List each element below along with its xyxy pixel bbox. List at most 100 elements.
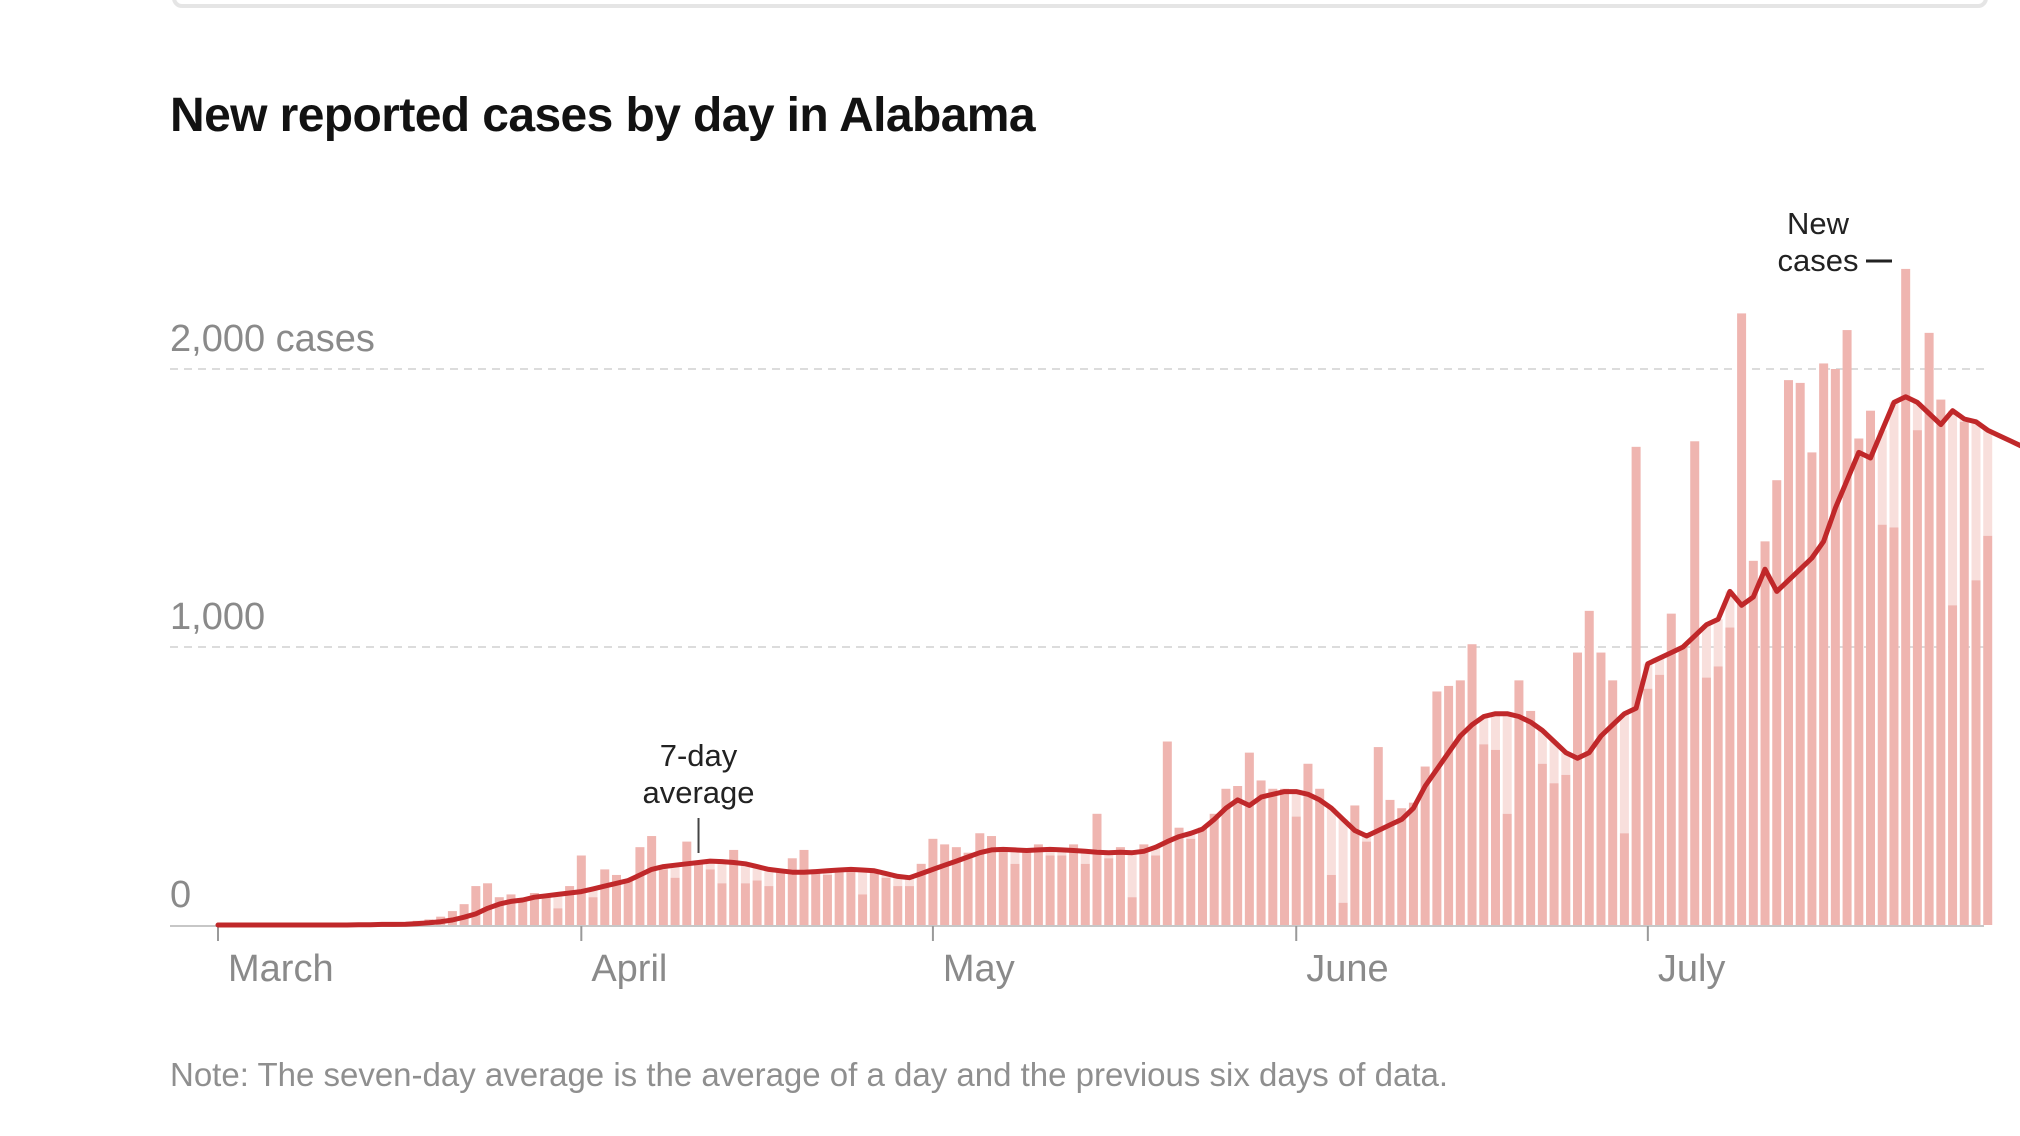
case-bar	[1701, 677, 1711, 925]
case-bar	[1655, 674, 1665, 925]
avg-fill-bar	[1537, 730, 1547, 764]
avg-fill-bar	[893, 876, 903, 887]
case-bar	[916, 863, 926, 925]
case-bar	[1912, 430, 1922, 925]
x-axis	[170, 925, 1984, 941]
avg-fill-bar	[1326, 808, 1336, 875]
case-bar	[1233, 786, 1243, 925]
case-bar	[1643, 688, 1653, 925]
case-bar	[1561, 774, 1571, 925]
case-bar	[1420, 766, 1430, 925]
top-panel-edge	[172, 0, 1988, 8]
case-bar	[1010, 863, 1020, 925]
avg-fill-bar	[752, 866, 762, 881]
case-bar	[1608, 680, 1618, 925]
case-bar	[1795, 382, 1805, 925]
case-bar	[987, 836, 997, 925]
avg-fill-bar	[1912, 402, 1922, 431]
case-bar	[1713, 666, 1723, 925]
case-bar	[1889, 527, 1899, 925]
case-bar	[1139, 844, 1149, 925]
case-bar	[1514, 680, 1524, 925]
avg-fill-bar	[1725, 591, 1735, 628]
case-bar	[1303, 763, 1313, 925]
case-bar	[1748, 560, 1758, 925]
avg-fill-bar	[1643, 663, 1653, 689]
case-bar	[1666, 613, 1676, 925]
x-tick-label: July	[1658, 948, 1726, 990]
case-bar	[1619, 833, 1629, 925]
avg-fill-bar	[1186, 833, 1196, 839]
case-bar	[682, 841, 692, 925]
case-bar	[1936, 399, 1946, 926]
case-bar	[565, 886, 575, 925]
avg-fill-bar	[1104, 852, 1114, 859]
case-bar	[647, 836, 657, 925]
case-bar	[1080, 863, 1090, 925]
avg-fill-bar	[764, 869, 774, 887]
avg-fill-bar	[1701, 624, 1711, 678]
gridlines	[170, 368, 1984, 648]
y-tick-label: 2,000 cases	[170, 318, 375, 360]
case-bar	[752, 880, 762, 925]
case-bar	[1174, 827, 1184, 925]
case-bar	[1104, 858, 1114, 925]
avg-fill-bar	[1127, 852, 1137, 898]
avg-fill-bar	[904, 877, 914, 887]
avg-fill-bar	[1889, 402, 1899, 528]
case-bar	[1362, 841, 1372, 925]
bars-annotation-label: cases	[1778, 243, 1859, 278]
case-bar	[1338, 902, 1348, 925]
case-bar	[1197, 827, 1207, 925]
case-bar	[1397, 808, 1407, 925]
case-bar	[1596, 652, 1606, 925]
case-bar	[1444, 685, 1454, 925]
case-bar	[1186, 838, 1196, 925]
avg-fill-bar	[1490, 713, 1500, 750]
avg-fill-bar	[1713, 619, 1723, 667]
case-bar	[729, 849, 739, 925]
case-bar	[1408, 802, 1418, 925]
case-bar	[1584, 610, 1594, 925]
case-bar	[483, 883, 493, 925]
case-bar	[1092, 813, 1102, 925]
case-bar	[1455, 680, 1465, 925]
case-bar	[1256, 780, 1266, 925]
case-bar	[940, 844, 950, 925]
avg-fill-bar	[1983, 430, 1993, 536]
case-bar	[1069, 844, 1079, 925]
case-bar	[951, 847, 961, 925]
case-bar	[1432, 691, 1442, 925]
case-bar	[658, 869, 668, 925]
new-cases-bars	[354, 268, 1993, 926]
case-bar	[776, 869, 786, 925]
case-bar	[1959, 421, 1969, 925]
case-bar	[1772, 480, 1782, 925]
case-bar	[611, 874, 621, 925]
case-bar	[1631, 446, 1641, 925]
case-bar	[553, 908, 563, 925]
case-bar	[1291, 816, 1301, 925]
case-bar	[694, 861, 704, 925]
avg-fill-bar	[1080, 851, 1090, 864]
avg-fill-bar	[588, 888, 598, 898]
case-bar	[1737, 313, 1747, 925]
case-bar	[1350, 805, 1360, 925]
avg-fill-bar	[858, 869, 868, 895]
case-bar	[1385, 799, 1395, 925]
chart-title: New reported cases by day in Alabama	[170, 89, 1036, 142]
avg-fill-bar	[1877, 430, 1887, 525]
case-bar	[963, 852, 973, 925]
avg-fill-bar	[1948, 410, 1958, 606]
case-bar	[705, 869, 715, 925]
avg-fill-bar	[705, 861, 715, 870]
avg-fill-bar	[1971, 421, 1981, 581]
x-tick-label: March	[228, 948, 334, 990]
case-bar	[787, 858, 797, 925]
case-bar	[670, 877, 680, 925]
case-bar	[1866, 410, 1876, 925]
avg-annotation-label: 7-day	[660, 738, 738, 773]
y-tick-label: 1,000	[170, 596, 265, 638]
case-bar	[1924, 332, 1934, 925]
avg-fill-bar	[740, 863, 750, 884]
